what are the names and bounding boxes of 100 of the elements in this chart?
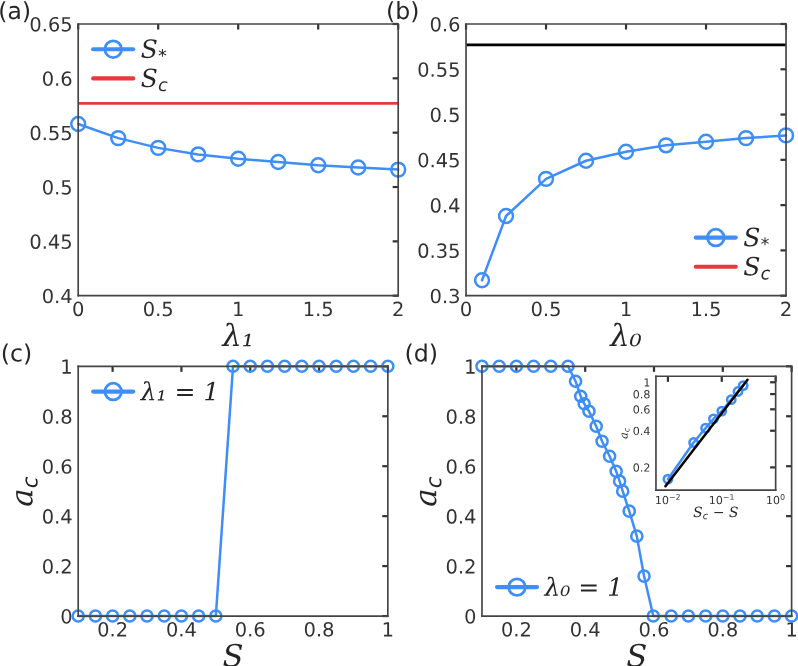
point xyxy=(698,609,713,623)
point xyxy=(622,504,637,518)
point xyxy=(664,609,679,623)
point xyxy=(602,449,617,464)
point xyxy=(577,152,595,169)
chart-title: (c) xyxy=(2,343,31,365)
point xyxy=(543,359,558,374)
point xyxy=(767,609,782,623)
y-tick-label: 0.3 xyxy=(430,288,459,304)
point xyxy=(681,609,696,623)
x-tick-label: 2 xyxy=(781,301,791,317)
x-tick-label: 0.2 xyxy=(502,621,530,637)
point xyxy=(390,161,407,178)
point xyxy=(697,133,715,150)
point xyxy=(617,143,635,160)
point xyxy=(150,139,167,157)
point xyxy=(777,127,795,144)
chart-title: (b) xyxy=(388,1,418,23)
legend-label: S$_{*}$ xyxy=(141,39,167,59)
point xyxy=(190,146,207,163)
y-axis-title: a$_{c}$ xyxy=(16,476,38,506)
x-tick-label: 0.2 xyxy=(98,621,127,637)
y-tick-label: 0.45 xyxy=(30,234,71,250)
x-tick-label: 0.4 xyxy=(167,621,196,637)
point xyxy=(612,474,627,488)
point xyxy=(492,359,506,374)
point xyxy=(725,394,737,406)
point xyxy=(716,405,728,417)
point xyxy=(350,159,367,176)
y-tick-label: 0.2 xyxy=(43,559,71,574)
point xyxy=(750,609,765,623)
x-tick-label: 0.5 xyxy=(531,301,560,317)
y-tick-label: 0.55 xyxy=(418,62,459,77)
point xyxy=(716,609,730,623)
y-tick-label: 0.6 xyxy=(446,459,476,474)
point xyxy=(561,359,575,374)
point xyxy=(615,484,630,498)
x-axis-title: S xyxy=(223,643,243,666)
y-tick-label: 0.4 xyxy=(43,509,72,524)
chart-title: (d) xyxy=(406,343,436,365)
x-tick-label: 0.8 xyxy=(304,621,334,637)
point xyxy=(630,529,644,543)
point xyxy=(700,422,711,434)
point xyxy=(784,609,798,623)
y-tick-label: 0.6 xyxy=(43,71,72,86)
point xyxy=(688,437,700,448)
point xyxy=(573,389,588,404)
x-axis-title: λ₀ xyxy=(609,322,641,347)
x-tick-label: 1 xyxy=(621,301,631,317)
y-tick-label: 0.8 xyxy=(446,409,476,424)
point xyxy=(568,374,583,389)
x-axis-title: λ₁ xyxy=(221,322,251,347)
y-tick-label: 0 xyxy=(465,609,476,624)
point xyxy=(270,153,287,171)
point xyxy=(70,115,87,133)
y-tick-label: 0.4 xyxy=(446,509,476,524)
x-tick-label: 1 xyxy=(787,622,797,637)
y-axis-title: a$_{c}$ xyxy=(419,476,442,506)
point xyxy=(737,129,755,147)
y-tick-label: 0.2 xyxy=(446,559,475,574)
y-tick-label: 0.6 xyxy=(43,459,72,474)
y-tick-label: 1 xyxy=(62,359,71,374)
y-tick-label: 0.5 xyxy=(430,107,459,123)
x-axis-title: S xyxy=(627,643,646,666)
point xyxy=(537,170,555,188)
point xyxy=(609,464,623,478)
point xyxy=(526,359,541,374)
y-tick-label: 0.4 xyxy=(430,198,460,213)
point xyxy=(475,359,489,374)
legend-label: λ₁ = 1 xyxy=(139,381,215,401)
point xyxy=(509,359,524,374)
point xyxy=(589,419,604,434)
x-tick-label: 0.4 xyxy=(571,621,600,637)
legend-label: S$_{c}$ xyxy=(744,256,771,280)
x-tick-label: 2 xyxy=(393,301,403,317)
point xyxy=(577,396,591,411)
point xyxy=(230,150,247,167)
y-tick-label: 0.5 xyxy=(43,179,71,195)
x-tick-label: 1.5 xyxy=(304,301,332,317)
y-tick-label: 0.6 xyxy=(430,16,460,32)
point xyxy=(497,207,515,225)
legend-label: S$_{*}$ xyxy=(744,227,769,247)
point xyxy=(582,404,596,419)
point xyxy=(708,413,719,425)
y-tick-label: 0.8 xyxy=(43,409,72,424)
legend-label: S$_{c}$ xyxy=(141,68,168,92)
y-tick-label: 0.65 xyxy=(30,16,71,32)
point xyxy=(733,609,747,623)
point xyxy=(732,386,744,397)
y-tick-label: 0 xyxy=(61,609,72,624)
x-tick-label: 1 xyxy=(234,301,243,317)
point xyxy=(473,272,491,289)
x-tick-label: 0.5 xyxy=(144,301,172,317)
point xyxy=(595,434,609,449)
x-tick-label: 1 xyxy=(383,622,393,637)
point xyxy=(657,137,675,154)
x-tick-label: 1.5 xyxy=(692,301,720,317)
point xyxy=(110,129,127,147)
y-tick-label: 0.55 xyxy=(30,125,71,141)
x-tick-label: 0 xyxy=(73,301,84,317)
